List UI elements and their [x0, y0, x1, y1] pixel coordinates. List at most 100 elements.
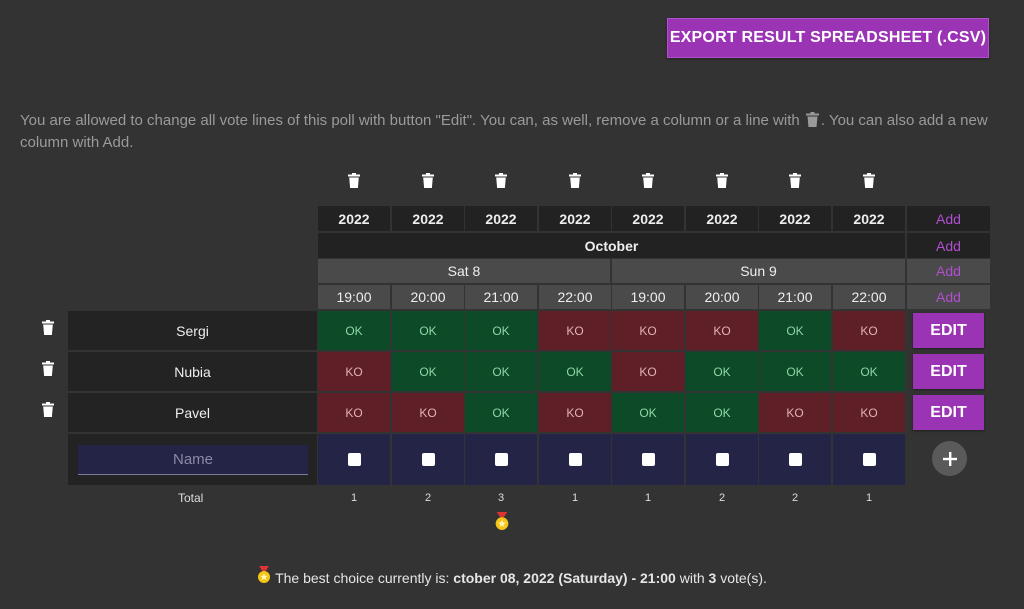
- add-vote-button[interactable]: [932, 441, 967, 476]
- voter-name: Nubia: [68, 352, 317, 391]
- edit-row-button[interactable]: EDIT: [913, 313, 984, 348]
- total-label: Total: [178, 491, 204, 505]
- new-vote-cell: [833, 434, 905, 485]
- total-count: 1: [644, 492, 652, 504]
- add-column-link[interactable]: Add: [907, 233, 990, 258]
- total-count: 3: [497, 492, 505, 504]
- year-header: 2022: [392, 206, 464, 231]
- vote-cell: KO: [539, 311, 611, 350]
- delete-column-icon[interactable]: [789, 173, 801, 193]
- vote-cell: KO: [318, 393, 390, 432]
- best-middle: with: [679, 570, 705, 586]
- vote-cell: KO: [318, 352, 390, 391]
- vote-checkbox[interactable]: [788, 453, 802, 466]
- best-choice-value: ctober 08, 2022 (Saturday) - 21:00: [453, 570, 676, 586]
- total-count: 2: [718, 492, 726, 504]
- delete-row-icon[interactable]: [42, 402, 54, 422]
- vote-cell: OK: [465, 352, 537, 391]
- vote-cell: KO: [686, 311, 758, 350]
- total-count: 1: [571, 492, 579, 504]
- total-count: 2: [791, 492, 799, 504]
- vote-cell: OK: [759, 311, 831, 350]
- add-column-link[interactable]: Add: [907, 285, 990, 309]
- delete-column-icon[interactable]: [495, 173, 507, 193]
- delete-column-icon[interactable]: [863, 173, 875, 193]
- vote-cell: OK: [392, 352, 464, 391]
- vote-cell: OK: [612, 393, 684, 432]
- hour-header: 22:00: [833, 285, 905, 309]
- vote-cell: OK: [318, 311, 390, 350]
- vote-checkbox[interactable]: [494, 453, 508, 466]
- year-header: 2022: [759, 206, 831, 231]
- delete-row-icon[interactable]: [42, 320, 54, 340]
- new-vote-cell: [539, 434, 611, 485]
- day-header: Sun 9: [612, 259, 905, 283]
- delete-column-icon[interactable]: [716, 173, 728, 193]
- vote-cell: KO: [833, 311, 905, 350]
- hour-header: 22:00: [539, 285, 611, 309]
- info-text-part2: . You can also add a new column with Add…: [20, 112, 988, 151]
- vote-checkbox[interactable]: [568, 453, 582, 466]
- total-count: 1: [350, 492, 358, 504]
- edit-row-button[interactable]: EDIT: [913, 354, 984, 389]
- best-choice-medal-icon: [494, 512, 510, 536]
- delete-column-icon[interactable]: [422, 173, 434, 193]
- add-column-link[interactable]: Add: [907, 259, 990, 283]
- plus-icon: [942, 451, 957, 466]
- hour-header: 20:00: [686, 285, 758, 309]
- export-csv-button[interactable]: EXPORT RESULT SPREADSHEET (.CSV): [667, 18, 989, 58]
- vote-cell: KO: [539, 393, 611, 432]
- hour-header: 19:00: [318, 285, 390, 309]
- year-header: 2022: [612, 206, 684, 231]
- new-vote-cell: [465, 434, 537, 485]
- delete-row-icon[interactable]: [42, 361, 54, 381]
- year-header: 2022: [686, 206, 758, 231]
- year-header: 2022: [833, 206, 905, 231]
- vote-cell: KO: [392, 393, 464, 432]
- total-count: 1: [865, 492, 873, 504]
- vote-cell: OK: [392, 311, 464, 350]
- trash-icon: [805, 112, 819, 133]
- voter-name: Pavel: [68, 393, 317, 432]
- vote-cell: KO: [612, 352, 684, 391]
- new-vote-cell: [392, 434, 464, 485]
- name-input[interactable]: [78, 445, 308, 475]
- month-header: October: [318, 233, 905, 258]
- vote-cell: OK: [539, 352, 611, 391]
- vote-checkbox[interactable]: [641, 453, 655, 466]
- vote-cell: OK: [686, 352, 758, 391]
- best-choice-text: The best choice currently is: ctober 08,…: [0, 566, 1024, 587]
- hour-header: 20:00: [392, 285, 464, 309]
- best-prefix: The best choice currently is:: [275, 570, 450, 586]
- medal-icon: [257, 566, 271, 587]
- info-text-part1: You are allowed to change all vote lines…: [20, 112, 800, 129]
- new-vote-cell: [686, 434, 758, 485]
- vote-checkbox[interactable]: [421, 453, 435, 466]
- edit-row-button[interactable]: EDIT: [913, 395, 984, 430]
- vote-cell: OK: [465, 311, 537, 350]
- vote-cell: OK: [686, 393, 758, 432]
- total-count: 2: [424, 492, 432, 504]
- best-vote-count: 3: [708, 570, 717, 586]
- vote-cell: OK: [759, 352, 831, 391]
- year-header: 2022: [318, 206, 390, 231]
- vote-cell: OK: [465, 393, 537, 432]
- delete-column-icon[interactable]: [348, 173, 360, 193]
- vote-cell: OK: [833, 352, 905, 391]
- delete-column-icon[interactable]: [569, 173, 581, 193]
- vote-cell: KO: [759, 393, 831, 432]
- vote-checkbox[interactable]: [715, 453, 729, 466]
- vote-checkbox[interactable]: [347, 453, 361, 466]
- best-suffix: vote(s).: [720, 570, 767, 586]
- vote-checkbox[interactable]: [862, 453, 876, 466]
- day-header: Sat 8: [318, 259, 610, 283]
- voter-name: Sergi: [68, 311, 317, 350]
- year-header: 2022: [539, 206, 611, 231]
- add-column-link[interactable]: Add: [907, 206, 990, 231]
- hour-header: 21:00: [759, 285, 831, 309]
- info-text: You are allowed to change all vote lines…: [20, 111, 1010, 153]
- new-vote-cell: [759, 434, 831, 485]
- year-header: 2022: [465, 206, 537, 231]
- delete-column-icon[interactable]: [642, 173, 654, 193]
- hour-header: 21:00: [465, 285, 537, 309]
